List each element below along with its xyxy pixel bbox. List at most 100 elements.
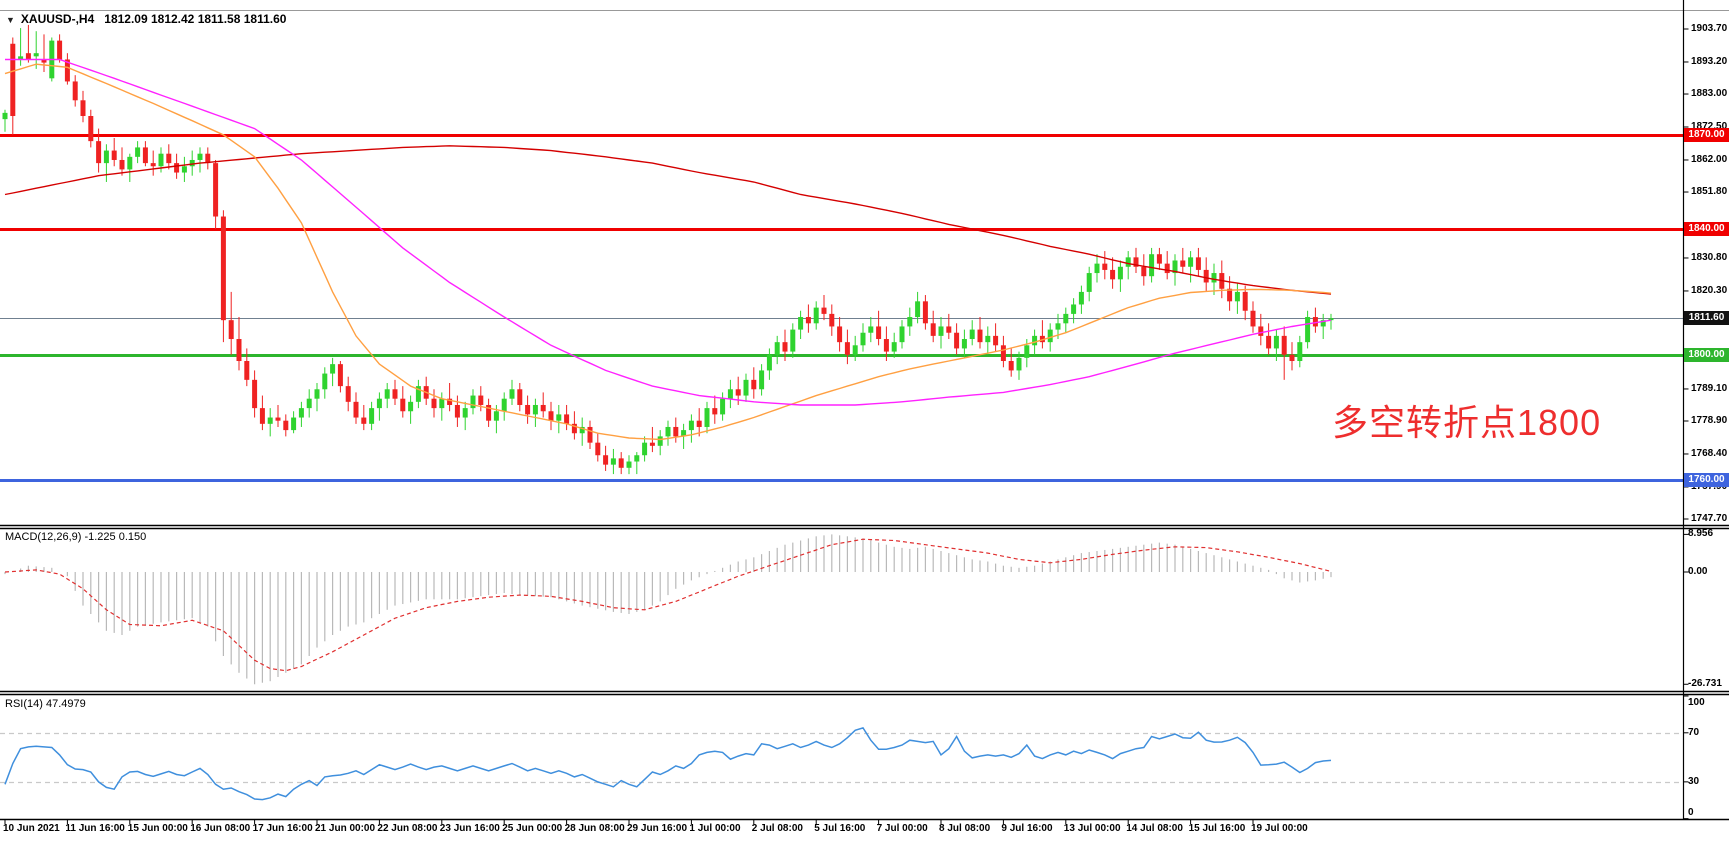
candle-down bbox=[1008, 361, 1014, 371]
candle-down bbox=[696, 420, 702, 427]
candle-down bbox=[1141, 266, 1147, 277]
rsi-tick-label: 100 bbox=[1688, 697, 1705, 708]
candle-down bbox=[844, 342, 850, 355]
candle-down bbox=[275, 417, 281, 421]
time-tick-label: 13 Jul 00:00 bbox=[1063, 823, 1121, 834]
candle-down bbox=[1195, 257, 1201, 270]
candle-up bbox=[759, 370, 765, 390]
candle-down bbox=[345, 386, 351, 402]
candle-down bbox=[1102, 263, 1108, 270]
candle-up bbox=[556, 414, 562, 421]
candle-down bbox=[41, 59, 47, 63]
price-tick-label: 1883.00 bbox=[1691, 88, 1728, 100]
candle-down bbox=[205, 153, 211, 164]
main-price-panel[interactable] bbox=[0, 10, 1684, 525]
candle-down bbox=[603, 455, 609, 465]
candle-down bbox=[1242, 291, 1248, 311]
candle-up bbox=[462, 408, 468, 418]
candle-down bbox=[80, 100, 86, 117]
rsi-line bbox=[4, 727, 1332, 801]
candle-down bbox=[252, 379, 258, 409]
ohlc-values: 1812.09 1812.42 1811.58 1811.60 bbox=[104, 12, 287, 26]
candle-up bbox=[915, 301, 921, 318]
candle-down bbox=[517, 389, 523, 405]
candle-down bbox=[805, 317, 811, 324]
candle-up bbox=[1172, 260, 1178, 274]
candle-up bbox=[579, 426, 585, 434]
candle-down bbox=[1000, 345, 1006, 362]
macd-tick-label: -26.731 bbox=[1688, 678, 1722, 690]
candle-up bbox=[891, 342, 897, 352]
candle-down bbox=[111, 150, 117, 160]
time-tick-label: 25 Jun 00:00 bbox=[502, 823, 563, 834]
rsi-panel[interactable] bbox=[0, 695, 1684, 819]
candle-up bbox=[103, 150, 109, 164]
candle-down bbox=[548, 411, 554, 421]
macd-indicator-label: MACD(12,26,9) -1.225 0.150 bbox=[5, 531, 147, 543]
candle-down bbox=[64, 59, 70, 82]
candle-up bbox=[798, 317, 804, 330]
candle-down bbox=[946, 326, 952, 333]
price-badge-1870.00: 1870.00 bbox=[1684, 128, 1729, 142]
candle-down bbox=[392, 389, 398, 399]
candle-down bbox=[876, 326, 882, 340]
price-tick-label: 1778.90 bbox=[1691, 414, 1728, 426]
candle-down bbox=[447, 398, 453, 405]
time-tick-label: 7 Jul 00:00 bbox=[876, 823, 928, 834]
time-tick-label: 17 Jun 16:00 bbox=[252, 823, 313, 834]
price-tick-label: 1768.40 bbox=[1691, 447, 1728, 459]
candle-up bbox=[1320, 320, 1326, 327]
candle-up bbox=[860, 332, 866, 346]
candle-down bbox=[673, 426, 679, 437]
price-tick-label: 1747.70 bbox=[1691, 512, 1728, 524]
candle-down bbox=[1180, 260, 1186, 267]
candle-up bbox=[642, 442, 648, 456]
candle-down bbox=[454, 404, 460, 418]
candle-down bbox=[72, 81, 78, 101]
candle-up bbox=[899, 326, 905, 343]
macd-panel[interactable] bbox=[0, 529, 1684, 691]
candle-up bbox=[1305, 317, 1311, 343]
candle-down bbox=[1258, 326, 1264, 336]
candle-down bbox=[821, 307, 827, 314]
candle-up bbox=[1117, 266, 1123, 280]
ma-mid-orange bbox=[4, 63, 1332, 441]
candle-down bbox=[540, 404, 546, 412]
time-tick-label: 10 Jun 2021 bbox=[3, 823, 60, 834]
candle-up bbox=[322, 373, 328, 390]
candle-down bbox=[1250, 310, 1256, 327]
candle-down bbox=[259, 408, 265, 424]
candle-down bbox=[478, 395, 484, 405]
time-tick-label: 15 Jun 00:00 bbox=[127, 823, 188, 834]
time-tick-label: 22 Jun 08:00 bbox=[377, 823, 438, 834]
candle-up bbox=[681, 430, 687, 437]
candle-up bbox=[868, 326, 874, 333]
candle-up bbox=[743, 379, 749, 396]
rsi-indicator-label: RSI(14) 47.4979 bbox=[5, 698, 86, 710]
time-tick-label: 29 Jun 16:00 bbox=[627, 823, 688, 834]
price-badge-1800.00: 1800.00 bbox=[1684, 348, 1729, 362]
candle-up bbox=[1297, 342, 1303, 362]
symbol-period-label: XAUUSD-,H4 bbox=[20, 12, 95, 26]
candle-down bbox=[361, 417, 367, 424]
candle-up bbox=[18, 56, 24, 60]
candle-up bbox=[704, 408, 710, 427]
candle-up bbox=[626, 461, 632, 468]
annotation-text[interactable]: 多空转折点1800 bbox=[1332, 402, 1602, 443]
candle-up bbox=[135, 147, 141, 157]
candle-down bbox=[595, 442, 601, 456]
rsi-tick-label: 30 bbox=[1688, 775, 1700, 787]
candle-up bbox=[1328, 318, 1334, 321]
time-tick-label: 8 Jul 08:00 bbox=[939, 823, 991, 834]
candle-down bbox=[837, 326, 843, 343]
candle-up bbox=[1078, 291, 1084, 305]
candle-down bbox=[57, 40, 63, 60]
candle-down bbox=[930, 323, 936, 336]
time-tick-label: 2 Jul 08:00 bbox=[751, 823, 803, 834]
time-tick-label: 19 Jul 00:00 bbox=[1251, 823, 1308, 834]
symbol-dropdown-icon[interactable]: ▼ bbox=[6, 15, 15, 25]
candle-up bbox=[306, 398, 312, 409]
candle-up bbox=[33, 53, 39, 57]
candle-up bbox=[1055, 323, 1061, 330]
